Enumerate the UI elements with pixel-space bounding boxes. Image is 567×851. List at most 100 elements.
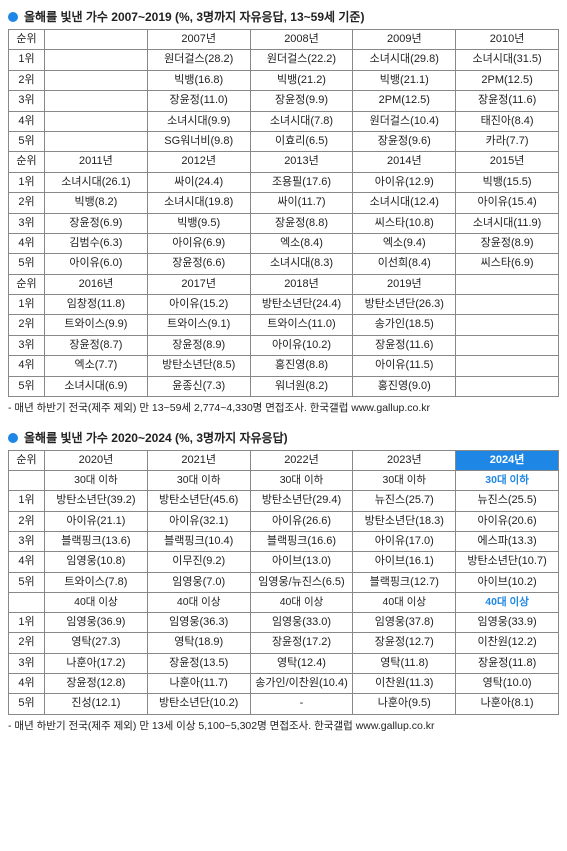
cell: 나훈아(17.2) <box>45 653 148 673</box>
cell: 뉴진스(25.7) <box>353 491 456 511</box>
cell: 태진아(8.4) <box>456 111 559 131</box>
rank-cell: 2위 <box>9 70 45 90</box>
header-row-b: 순위 2011년 2012년 2013년 2014년 2015년 <box>9 152 559 172</box>
year-header: 2013년 <box>250 152 353 172</box>
cell: 원더걸스(22.2) <box>250 50 353 70</box>
rank-header: 순위 <box>9 451 45 471</box>
cell: 이선희(8.4) <box>353 254 456 274</box>
table-row: 1위소녀시대(26.1)싸이(24.4)조용필(17.6)아이유(12.9)빅뱅… <box>9 172 559 192</box>
cell: 씨스타(10.8) <box>353 213 456 233</box>
rank-cell: 1위 <box>9 50 45 70</box>
rank-cell: 5위 <box>9 131 45 151</box>
rank-cell: 1위 <box>9 491 45 511</box>
year-header: 2015년 <box>456 152 559 172</box>
cell: 윤종신(7.3) <box>147 376 250 396</box>
cell: 방탄소년단(45.6) <box>147 491 250 511</box>
rank-cell: 3위 <box>9 91 45 111</box>
table-row: 5위소녀시대(6.9)윤종신(7.3)워너원(8.2)홍진영(9.0) <box>9 376 559 396</box>
cell <box>45 131 148 151</box>
cell: 장윤정(8.8) <box>250 213 353 233</box>
table-2020-2024: 순위 2020년 2021년 2022년 2023년 2024년 30대 이하 … <box>8 450 559 715</box>
cell: 뉴진스(25.5) <box>456 491 559 511</box>
cell: 에스파(13.3) <box>456 531 559 551</box>
sub-cell: 30대 이하 <box>353 471 456 491</box>
table-row: 4위임영웅(10.8)이무진(9.2)아이브(13.0)아이브(16.1)방탄소… <box>9 552 559 572</box>
year-header: 2010년 <box>456 30 559 50</box>
section1-title: 올해를 빛낸 가수 2007~2019 (%, 3명까지 자유응답, 13~59… <box>8 8 559 25</box>
table-row: 2위아이유(21.1)아이유(32.1)아이유(26.6)방탄소년단(18.3)… <box>9 511 559 531</box>
cell: 원더걸스(28.2) <box>147 50 250 70</box>
cell: 소녀시대(31.5) <box>456 50 559 70</box>
year-header: 2021년 <box>147 451 250 471</box>
cell: 장윤정(11.6) <box>353 335 456 355</box>
cell: 빅뱅(9.5) <box>147 213 250 233</box>
cell: 이찬원(12.2) <box>456 633 559 653</box>
sub-cell: 30대 이하 <box>45 471 148 491</box>
cell: 장윤정(6.6) <box>147 254 250 274</box>
table-2007-2019: 순위 2007년 2008년 2009년 2010년 1위 원더걸스(28.2)원… <box>8 29 559 397</box>
section1-title-text: 올해를 빛낸 가수 2007~2019 (%, 3명까지 자유응답, 13~59… <box>24 8 364 25</box>
cell: 임영웅(7.0) <box>147 572 250 592</box>
table-row: 5위진성(12.1)방탄소년단(10.2)-나훈아(9.5)나훈아(8.1) <box>9 694 559 714</box>
cell: 영탁(27.3) <box>45 633 148 653</box>
header-row-a: 순위 2007년 2008년 2009년 2010년 <box>9 30 559 50</box>
cell: 소녀시대(12.4) <box>353 193 456 213</box>
cell: 블랙핑크(16.6) <box>250 531 353 551</box>
year-header: 2023년 <box>353 451 456 471</box>
cell: 아이유(11.5) <box>353 356 456 376</box>
cell: 아이유(6.0) <box>45 254 148 274</box>
table-row: 5위트와이스(7.8)임영웅(7.0)임영웅/뉴진스(6.5)블랙핑크(12.7… <box>9 572 559 592</box>
cell: 임영웅/뉴진스(6.5) <box>250 572 353 592</box>
blank-cell <box>9 471 45 491</box>
rank-cell: 4위 <box>9 673 45 693</box>
cell: 임영웅(33.9) <box>456 612 559 632</box>
table-row: 2위트와이스(9.9)트와이스(9.1)트와이스(11.0)송가인(18.5) <box>9 315 559 335</box>
table-row: 4위엑소(7.7)방탄소년단(8.5)홍진영(8.8)아이유(11.5) <box>9 356 559 376</box>
cell: 소녀시대(9.9) <box>147 111 250 131</box>
cell: 방탄소년단(10.2) <box>147 694 250 714</box>
cell: 나훈아(8.1) <box>456 694 559 714</box>
cell: 장윤정(12.8) <box>45 673 148 693</box>
cell: 아이브(16.1) <box>353 552 456 572</box>
year-header: 2020년 <box>45 451 148 471</box>
cell: 소녀시대(19.8) <box>147 193 250 213</box>
cell: 임창정(11.8) <box>45 295 148 315</box>
section2-footnote: - 매년 하반기 전국(제주 제외) 만 13세 이상 5,100~5,302명… <box>8 718 559 733</box>
cell: 장윤정(6.9) <box>45 213 148 233</box>
year-header <box>456 274 559 294</box>
cell: 송가인/이찬원(10.4) <box>250 673 353 693</box>
cell: 소녀시대(7.8) <box>250 111 353 131</box>
rank-cell: 2위 <box>9 315 45 335</box>
cell: 카라(7.7) <box>456 131 559 151</box>
cell: 이찬원(11.3) <box>353 673 456 693</box>
cell: 방탄소년단(10.7) <box>456 552 559 572</box>
cell: 블랙핑크(12.7) <box>353 572 456 592</box>
table-row: 1위임영웅(36.9)임영웅(36.3)임영웅(33.0)임영웅(37.8)임영… <box>9 612 559 632</box>
rank-cell: 3위 <box>9 653 45 673</box>
rank-cell: 2위 <box>9 511 45 531</box>
table-row: 2위빅뱅(16.8)빅뱅(21.2)빅뱅(21.1)2PM(12.5) <box>9 70 559 90</box>
cell <box>45 70 148 90</box>
cell: 진성(12.1) <box>45 694 148 714</box>
year-header: 2019년 <box>353 274 456 294</box>
cell: 아이브(10.2) <box>456 572 559 592</box>
cell: 2PM(12.5) <box>456 70 559 90</box>
cell: 장윤정(9.9) <box>250 91 353 111</box>
sub-cell: 40대 이상 <box>147 593 250 613</box>
rank-cell: 5위 <box>9 572 45 592</box>
table-row: 3위나훈아(17.2)장윤정(13.5)영탁(12.4)영탁(11.8)장윤정(… <box>9 653 559 673</box>
cell: 트와이스(7.8) <box>45 572 148 592</box>
cell <box>456 315 559 335</box>
year-header: 2012년 <box>147 152 250 172</box>
cell: 김범수(6.3) <box>45 233 148 253</box>
year-header: 2018년 <box>250 274 353 294</box>
cell: 장윤정(11.8) <box>456 653 559 673</box>
cell: 나훈아(9.5) <box>353 694 456 714</box>
cell: 임영웅(37.8) <box>353 612 456 632</box>
rank-cell: 4위 <box>9 356 45 376</box>
cell: 소녀시대(8.3) <box>250 254 353 274</box>
table-row: 2위영탁(27.3)영탁(18.9)장윤정(17.2)장윤정(12.7)이찬원(… <box>9 633 559 653</box>
bullet-icon <box>8 12 18 22</box>
cell: 아이유(32.1) <box>147 511 250 531</box>
rank-cell: 5위 <box>9 694 45 714</box>
